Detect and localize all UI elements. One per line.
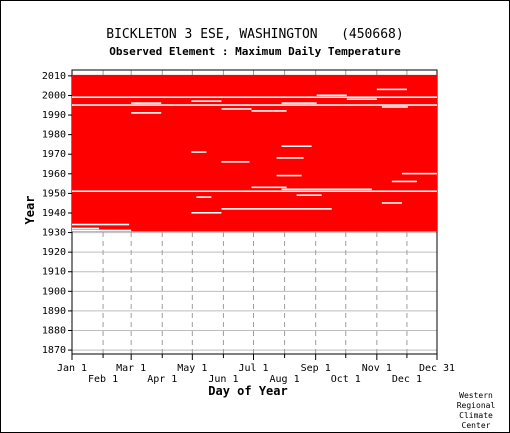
missing-data-bar — [251, 186, 287, 189]
x-tick-label: Nov 1 — [362, 363, 392, 374]
credit-line: Regional — [457, 401, 496, 410]
missing-data-bar — [281, 188, 372, 191]
missing-data-bar — [401, 172, 437, 175]
missing-data-bar — [72, 96, 437, 99]
missing-data-bar — [281, 102, 317, 104]
x-axis-title: Day of Year — [208, 384, 287, 398]
x-tick-label: Mar 1 — [116, 363, 146, 374]
missing-data-bar — [72, 229, 132, 232]
x-tick-label: Apr 1 — [147, 374, 177, 385]
y-tick-label: 1910 — [42, 267, 66, 278]
y-tick-label: 1870 — [42, 345, 66, 356]
missing-data-bar — [191, 151, 207, 153]
x-tick-label: May 1 — [177, 363, 207, 374]
credit-line: Western — [459, 391, 493, 400]
missing-data-bar — [131, 112, 162, 114]
missing-data-bar — [316, 94, 347, 97]
missing-data-bar — [72, 190, 437, 193]
missing-data-bar — [221, 108, 252, 110]
y-tick-label: 1880 — [42, 325, 66, 336]
x-tick-label: Aug 1 — [270, 374, 300, 385]
data-coverage-block — [72, 74, 437, 232]
x-tick-label: Dec 1 — [392, 374, 422, 385]
missing-data-bar — [221, 161, 250, 163]
missing-data-bar — [72, 104, 437, 106]
y-axis-ticks: 1870 1880 1890 1900 1910 1920 1930 1940 1950 1960… — [42, 71, 72, 356]
x-tick-label: Jan 1 — [57, 363, 87, 374]
y-tick-label: 2000 — [42, 90, 66, 101]
y-tick-label: 1970 — [42, 149, 66, 160]
missing-data-bar — [346, 98, 377, 100]
missing-data-bar — [196, 196, 212, 198]
missing-data-bar — [296, 194, 322, 196]
y-tick-label: 2010 — [42, 71, 66, 82]
y-tick-label: 1990 — [42, 110, 66, 121]
credit-line: Center — [462, 421, 491, 430]
chart-subtitle: Observed Element : Maximum Daily Tempera… — [109, 45, 401, 58]
credit-line: Climate — [459, 411, 493, 420]
x-tick-label: Dec 31 — [419, 363, 455, 374]
y-tick-label: 1960 — [42, 169, 66, 180]
y-tick-label: 1940 — [42, 208, 66, 219]
y-tick-label: 1890 — [42, 306, 66, 317]
x-axis-ticks: Jan 1 Mar 1 May 1 Jul 1 Sep 1 Nov 1 Dec 31 Feb … — [57, 354, 455, 385]
missing-data-bar — [72, 223, 130, 226]
missing-data-bar — [191, 100, 222, 102]
missing-data-bar — [221, 208, 332, 210]
x-tick-label: Oct 1 — [331, 374, 361, 385]
missing-data-bar — [191, 212, 222, 214]
missing-data-bar — [376, 88, 407, 91]
missing-data-bar — [276, 157, 304, 159]
missing-data-bar — [276, 174, 302, 177]
missing-data-bar — [391, 180, 417, 183]
chart-title: BICKLETON 3 ESE, WASHINGTON (450668) — [106, 27, 403, 42]
data-layer — [72, 74, 437, 232]
missing-data-bar — [381, 106, 408, 108]
y-tick-label: 1950 — [42, 188, 66, 199]
x-tick-label: Sep 1 — [301, 363, 331, 374]
y-tick-label: 1920 — [42, 247, 66, 258]
x-tick-label: Jul 1 — [238, 363, 268, 374]
missing-data-bar — [381, 202, 402, 204]
y-tick-label: 1900 — [42, 286, 66, 297]
missing-data-bar — [251, 110, 287, 112]
y-axis-title: Year — [23, 196, 37, 225]
missing-data-bar — [131, 102, 162, 104]
y-tick-label: 1980 — [42, 130, 66, 141]
missing-data-bar — [72, 227, 100, 230]
missing-data-bar — [281, 145, 312, 147]
x-tick-label: Jun 1 — [208, 374, 238, 385]
x-tick-label: Feb 1 — [88, 374, 118, 385]
y-tick-label: 1930 — [42, 228, 66, 239]
